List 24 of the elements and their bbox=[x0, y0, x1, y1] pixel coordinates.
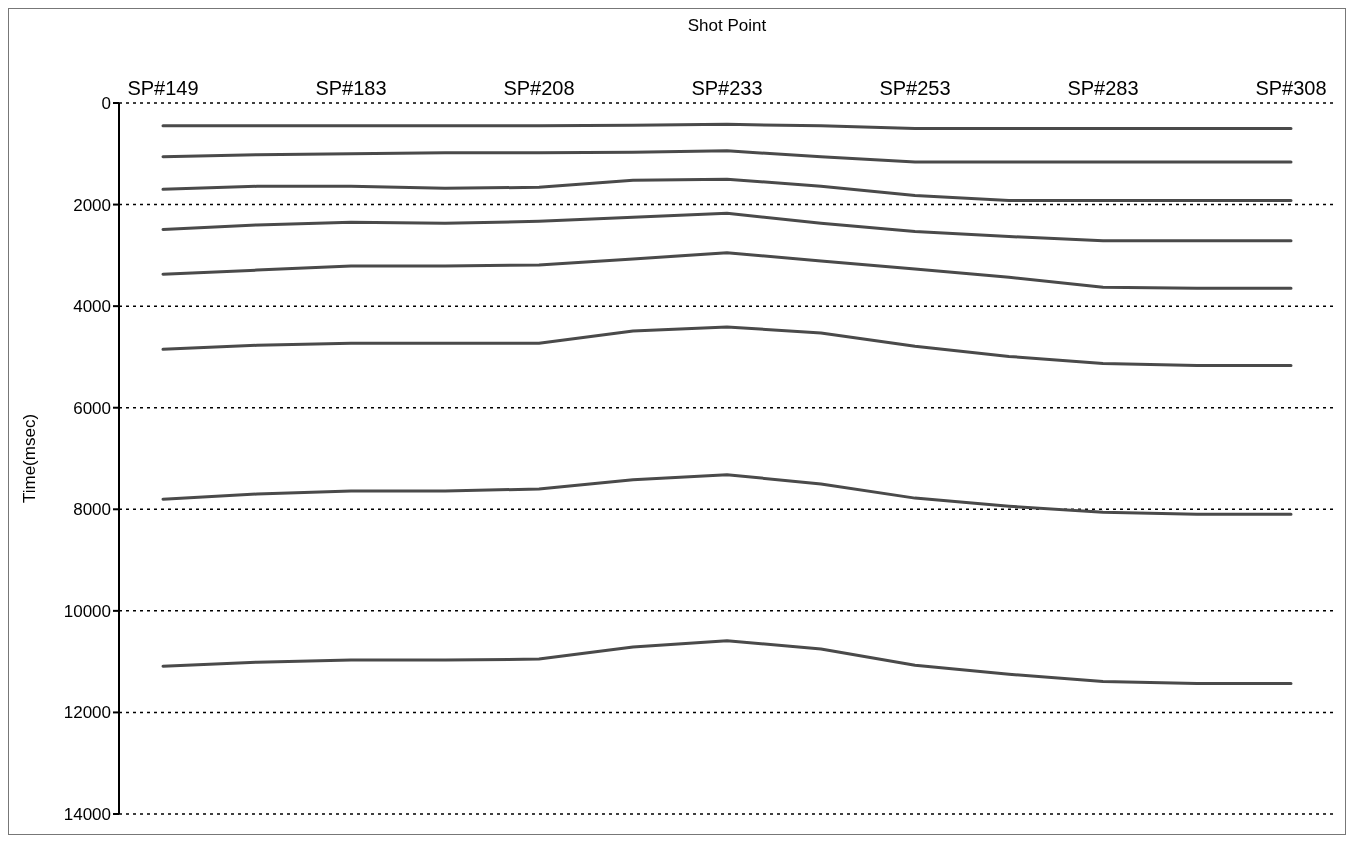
x-tick-label: SP#308 bbox=[1255, 77, 1327, 99]
y-tick-label: 10000 bbox=[63, 601, 111, 621]
x-tick-label: SP#253 bbox=[879, 77, 951, 99]
line-series bbox=[161, 325, 1293, 368]
y-tick-label: 14000 bbox=[63, 805, 111, 825]
line-series bbox=[161, 639, 1293, 685]
line-series bbox=[161, 211, 1293, 243]
line-series bbox=[161, 251, 1293, 290]
x-axis-title: Shot Point bbox=[687, 16, 767, 36]
line-series bbox=[161, 473, 1293, 516]
line-series bbox=[161, 149, 1293, 164]
x-tick-label: SP#283 bbox=[1067, 77, 1139, 99]
y-tick-label: 8000 bbox=[73, 500, 111, 520]
x-tick-label: SP#233 bbox=[691, 77, 763, 99]
y-axis-title: Time(msec) bbox=[20, 413, 40, 504]
y-tick-label: 0 bbox=[101, 94, 111, 114]
line-series bbox=[161, 177, 1293, 203]
y-tick-label: 2000 bbox=[73, 195, 111, 215]
y-tick-label: 6000 bbox=[73, 398, 111, 418]
x-tick-label: SP#183 bbox=[315, 77, 387, 99]
x-tick-label: SP#149 bbox=[127, 77, 199, 99]
x-tick-label: SP#208 bbox=[503, 77, 575, 99]
y-tick-label: 12000 bbox=[63, 703, 111, 723]
y-tick-label: 4000 bbox=[73, 297, 111, 317]
